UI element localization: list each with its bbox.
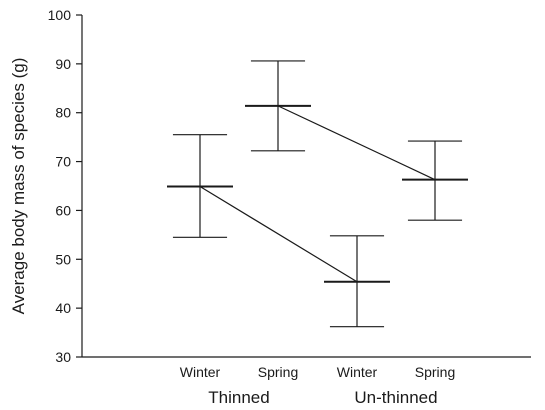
error-bar <box>245 60 311 152</box>
y-axis-title: Average body mass of species (g) <box>9 58 28 315</box>
error-bar <box>324 235 390 328</box>
y-tick-label: 60 <box>55 202 71 218</box>
y-tick-label: 80 <box>55 105 71 121</box>
group-label: Un-thinned <box>354 388 437 407</box>
error-bar <box>402 140 468 221</box>
connector-line <box>277 105 436 181</box>
x-category-label: Spring <box>258 364 298 380</box>
error-bar <box>167 134 233 238</box>
x-category-label: Winter <box>180 364 221 380</box>
y-tick-label: 90 <box>55 56 71 72</box>
connector-line <box>199 185 358 283</box>
y-tick-label: 70 <box>55 154 71 170</box>
y-tick-label: 40 <box>55 300 71 316</box>
group-label: Thinned <box>208 388 269 407</box>
y-tick-label: 100 <box>48 7 72 23</box>
x-category-labels: Winter Spring Winter Spring <box>180 364 455 380</box>
y-ticks: 30 40 50 60 70 80 90 100 <box>48 7 82 365</box>
axes <box>81 15 531 358</box>
group-labels: Thinned Un-thinned <box>208 388 437 407</box>
x-category-label: Winter <box>337 364 378 380</box>
data-series <box>167 60 468 328</box>
y-tick-label: 50 <box>55 251 71 267</box>
x-category-label: Spring <box>415 364 455 380</box>
y-tick-label: 30 <box>55 349 71 365</box>
